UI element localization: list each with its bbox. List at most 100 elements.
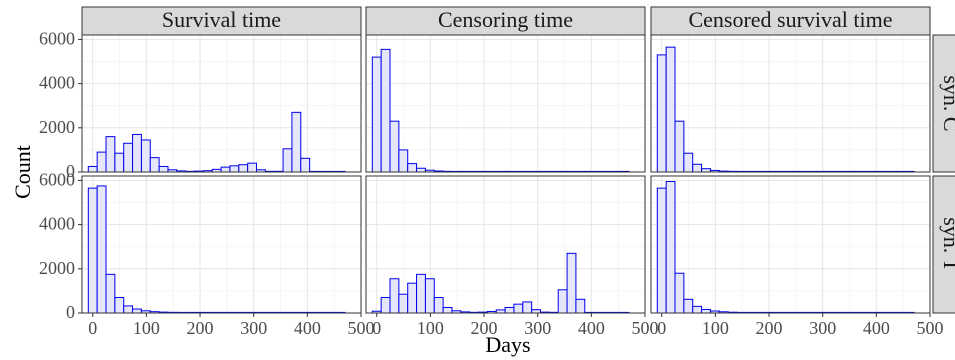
histogram-bar <box>123 305 134 313</box>
histogram-bar <box>416 273 426 313</box>
histogram-bar <box>656 54 667 172</box>
y-tick-label: 6000 <box>39 29 75 49</box>
x-tick-label: 0 <box>657 318 666 338</box>
histogram-bar <box>398 293 409 313</box>
histogram-bar <box>504 306 515 313</box>
histogram-bar <box>149 157 160 172</box>
histogram-bar <box>247 162 258 172</box>
panel-syn-t-1 <box>366 176 645 313</box>
histogram-bar <box>407 282 418 313</box>
histogram-bar <box>665 46 676 172</box>
row-strip-1 <box>932 175 955 314</box>
histogram-bar <box>683 298 694 313</box>
x-tick-label: 400 <box>294 318 321 338</box>
x-tick-label: 100 <box>417 318 444 338</box>
histogram-bar <box>291 111 302 172</box>
x-tick-label: 0 <box>372 318 381 338</box>
panel-syn-c-1 <box>366 35 645 172</box>
column-strip-label: Censoring time <box>438 7 573 32</box>
histogram-bar <box>140 139 151 172</box>
panel-syn-c-2 <box>651 35 930 172</box>
column-strip-2 <box>650 6 931 36</box>
histogram-bar <box>575 298 586 313</box>
column-strip-label: Survival time <box>162 7 281 32</box>
x-tick-label: 100 <box>702 318 729 338</box>
x-tick-label: 300 <box>524 318 551 338</box>
histogram-bar <box>674 272 685 313</box>
x-tick-label: 0 <box>88 318 97 338</box>
histogram-bar <box>683 152 694 172</box>
histogram-bar <box>407 163 418 172</box>
histogram-bar <box>87 187 98 313</box>
histogram-bar <box>531 309 542 313</box>
x-tick-label: 500 <box>348 318 375 338</box>
histogram-bar <box>96 185 107 313</box>
histogram-bar <box>105 136 116 172</box>
histogram-bar <box>513 303 524 313</box>
histogram-bar <box>220 166 231 172</box>
x-tick-label: 200 <box>756 318 783 338</box>
x-tick-label: 200 <box>187 318 214 338</box>
panel-syn-c-0 <box>82 35 361 172</box>
histogram-bar <box>96 151 107 172</box>
column-strip-1 <box>365 6 646 36</box>
histogram-bar <box>701 308 711 313</box>
y-tick-label: 2000 <box>39 258 75 278</box>
histogram-bar <box>557 289 568 313</box>
y-tick-label: 0 <box>66 161 75 181</box>
y-tick-label: 4000 <box>39 73 75 93</box>
histogram-bar <box>300 157 311 172</box>
x-tick-label: 200 <box>471 318 498 338</box>
x-tick-label: 400 <box>863 318 890 338</box>
histogram-bar <box>389 120 400 172</box>
facet-grid: Survival time Censoring time Censored surv… <box>39 6 955 338</box>
row-strip-0 <box>932 34 955 173</box>
histogram-bar <box>132 308 142 313</box>
histogram-bar <box>105 273 116 313</box>
histogram-bar <box>114 152 125 172</box>
histogram-bar <box>389 278 400 313</box>
histogram-bar <box>566 252 577 313</box>
histogram-bar <box>424 278 435 313</box>
panel-border <box>81 175 362 314</box>
x-tick-label: 500 <box>917 318 944 338</box>
histogram-bar <box>656 187 667 313</box>
histogram-bar <box>522 301 533 313</box>
x-tick-label: 300 <box>809 318 836 338</box>
histogram-bar <box>87 165 98 172</box>
x-tick-label: 500 <box>632 318 659 338</box>
row-strip-label: syn. T <box>939 217 955 272</box>
histogram-bar <box>674 120 685 172</box>
histogram-bar <box>380 48 391 172</box>
histogram-bar <box>692 163 703 172</box>
histogram-bar <box>433 297 444 313</box>
histogram-bar <box>229 165 240 172</box>
histogram-bar <box>238 164 249 172</box>
y-axis-title: Count <box>10 145 35 199</box>
x-axis-title: Days <box>485 332 530 357</box>
histogram-bar <box>282 148 293 172</box>
histogram-bar <box>442 306 453 313</box>
histogram-bar <box>398 149 409 172</box>
histogram-bar <box>692 305 703 313</box>
histogram-bar <box>371 56 382 172</box>
y-tick-label: 4000 <box>39 214 75 234</box>
row-strip-label: syn. C <box>939 75 955 131</box>
column-strip-label: Censored survival time <box>688 7 892 32</box>
panel-border <box>81 34 362 173</box>
histogram-bar <box>380 297 391 313</box>
column-strip-0 <box>81 6 362 36</box>
x-tick-label: 100 <box>133 318 160 338</box>
panel-border <box>650 175 931 314</box>
y-tick-label: 6000 <box>39 170 75 190</box>
histogram-bar <box>665 181 676 313</box>
histogram-bar <box>158 165 169 172</box>
panel-syn-t-2 <box>651 176 930 313</box>
histogram-bar <box>416 167 426 172</box>
y-tick-label: 0 <box>66 302 75 322</box>
panel-border <box>365 175 646 314</box>
histogram-bar <box>114 297 125 313</box>
panel-border <box>650 34 931 173</box>
histogram-bar <box>123 142 134 172</box>
